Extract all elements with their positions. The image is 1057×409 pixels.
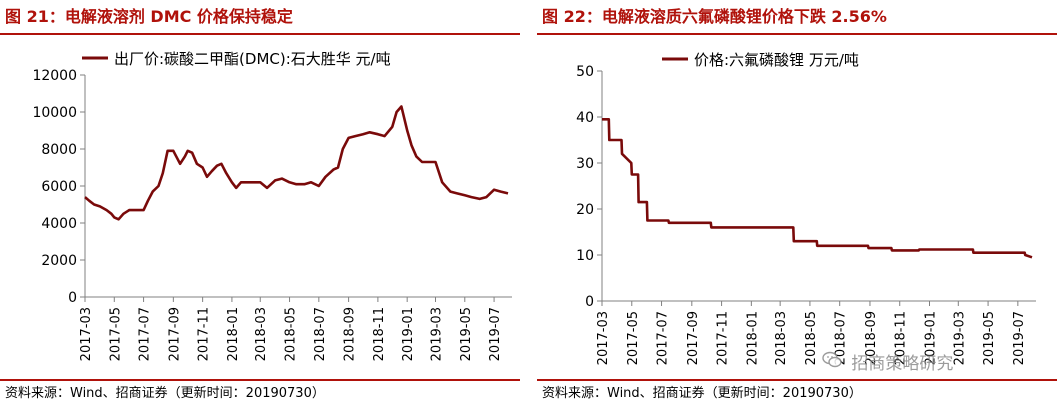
x-tick-label: 2017-11 [197,307,212,361]
x-tick-label: 2018-01 [226,307,241,361]
x-tick-label: 2018-11 [894,311,909,365]
watermark: 招商策略研究 [822,351,953,377]
series-line [602,118,1033,259]
wechat-icon [822,351,842,377]
x-tick-label: 2019-01 [401,307,416,361]
source-note: 资料来源：Wind、招商证券（更新时间：20190730） [542,386,862,401]
source-rule [537,379,1057,381]
x-tick-label: 2018-09 [343,307,358,361]
x-tick-label: 2019-05 [459,307,474,361]
series-line [84,105,509,221]
y-tick-label: 40 [576,110,594,126]
x-tick-label: 2017-07 [656,311,671,365]
x-tick-label: 2017-03 [596,311,611,365]
y-tick-label: 20 [576,202,594,218]
source-rule [0,379,520,381]
x-tick-label: 2018-05 [804,311,819,365]
y-tick-label: 0 [68,290,77,306]
x-tick-label: 2019-07 [1012,311,1027,365]
x-tick-label: 2019-03 [429,307,444,361]
x-tick-label: 2018-05 [284,307,299,361]
y-tick-label: 10 [576,248,594,264]
x-tick-label: 2017-05 [626,311,641,365]
x-tick-label: 2019-05 [982,311,997,365]
x-tick-label: 2019-07 [488,307,503,361]
x-tick-label: 2018-09 [864,311,879,365]
y-tick-label: 10000 [32,105,77,121]
x-tick-label: 2018-07 [313,307,328,361]
chart-panel-lipf6: 图 22：电解液溶质六氟磷酸锂价格下跌 2.56% 0 10 20 30 40 50 201… [537,0,1057,409]
title-rule [0,33,520,35]
chart-title: 图 21：电解液溶剂 DMC 价格保持稳定 [5,7,293,26]
y-tick-label: 2000 [41,253,77,269]
lipf6-price-chart: 0 10 20 30 40 50 2017-03 2017-05 2017-07 2017-09 2… [576,51,1036,365]
x-tick-label: 2018-03 [774,311,789,365]
x-tick-label: 2017-09 [686,311,701,365]
x-tick-label: 2018-03 [254,307,269,361]
y-tick-label: 6000 [41,179,77,195]
x-tick-label: 2017-09 [167,307,182,361]
y-tick-label: 4000 [41,216,77,232]
x-tick-label: 2017-05 [108,307,123,361]
x-tick-label: 2019-01 [924,311,939,365]
legend-label: 出厂价:碳酸二甲酯(DMC):石大胜华 元/吨 [114,50,391,68]
y-tick-label: 50 [576,64,594,80]
x-tick-label: 2018-07 [834,311,849,365]
title-rule [537,33,1057,35]
x-tick-label: 2017-07 [138,307,153,361]
x-tick-label: 2017-03 [79,307,94,361]
x-tick-label: 2017-11 [716,311,731,365]
chart-title: 图 22：电解液溶质六氟磷酸锂价格下跌 2.56% [542,7,887,26]
legend-label: 价格:六氟磷酸锂 万元/吨 [694,51,859,69]
y-tick-label: 0 [585,294,594,310]
watermark-text: 招商策略研究 [851,354,954,374]
y-tick-label: 12000 [32,68,77,84]
dmc-price-chart: 0 2000 4000 6000 8000 10000 12000 2017-03 2017-0… [32,50,512,361]
x-tick-label: 2018-11 [372,307,387,361]
source-note: 资料来源：Wind、招商证券（更新时间：20190730） [5,386,325,401]
chart-panel-dmc: 图 21：电解液溶剂 DMC 价格保持稳定 0 2000 4000 6000 8000 1… [0,0,520,409]
y-tick-label: 8000 [41,142,77,158]
x-tick-label: 2019-03 [952,311,967,365]
y-tick-label: 30 [576,156,594,172]
x-tick-label: 2018-01 [745,311,760,365]
